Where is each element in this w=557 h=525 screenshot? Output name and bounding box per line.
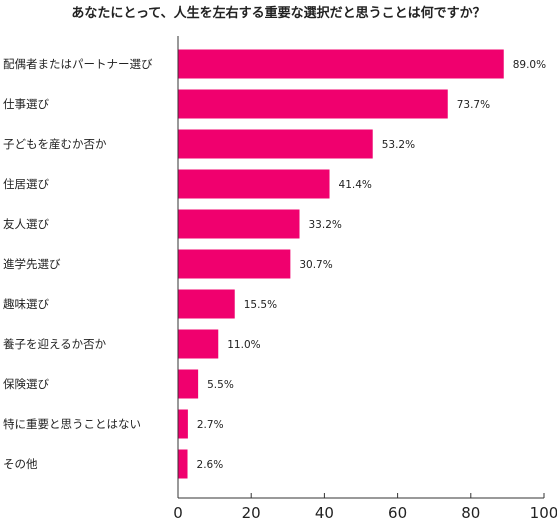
- category-label: 仕事選び: [3, 97, 49, 111]
- category-label: 養子を迎えるか否か: [3, 337, 107, 351]
- value-label: 2.7%: [197, 419, 224, 431]
- value-label: 15.5%: [244, 299, 277, 311]
- value-label: 89.0%: [513, 59, 546, 71]
- value-label: 53.2%: [382, 139, 415, 151]
- bar: [178, 129, 373, 159]
- value-label: 2.6%: [197, 459, 224, 471]
- chart-title: あなたにとって、人生を左右する重要な選択だと思うことは何ですか？: [71, 6, 486, 21]
- value-label: 5.5%: [207, 379, 234, 391]
- value-label: 11.0%: [227, 339, 260, 351]
- bar: [178, 169, 330, 199]
- category-label: 配偶者またはパートナー選び: [3, 57, 153, 71]
- bar: [178, 409, 188, 439]
- category-label: 特に重要と思うことはない: [3, 417, 141, 431]
- category-label: 進学先選び: [3, 257, 61, 271]
- x-tick-label: 0: [173, 504, 183, 522]
- bar: [178, 209, 300, 239]
- x-tick-label: 20: [242, 504, 261, 522]
- x-axis: 0 20 40 60 80 100: [173, 36, 557, 522]
- bar: [178, 449, 188, 479]
- bar: [178, 249, 291, 279]
- category-label: 保険選び: [3, 377, 49, 391]
- x-tick-label: 80: [461, 504, 480, 522]
- bar: [178, 49, 504, 79]
- value-label: 33.2%: [309, 219, 342, 231]
- value-label: 73.7%: [457, 99, 490, 111]
- bars-group: [178, 49, 504, 479]
- value-label: 30.7%: [299, 259, 332, 271]
- value-labels-group: 89.0% 73.7% 53.2% 41.4% 33.2% 30.7% 15.5% 11.0%…: [197, 59, 547, 471]
- category-label: 住居選び: [3, 177, 49, 191]
- category-labels-group: 配偶者またはパートナー選び仕事選び子どもを産むか否か住居選び友人選び進学先選び趣…: [3, 57, 153, 471]
- bar: [178, 289, 235, 319]
- category-label: その他: [3, 457, 38, 471]
- bar: [178, 89, 448, 119]
- x-tick-label: 40: [315, 504, 334, 522]
- category-label: 友人選び: [3, 217, 49, 231]
- category-label: 子どもを産むか否か: [3, 137, 107, 151]
- bar: [178, 329, 219, 359]
- x-tick-label: 60: [388, 504, 407, 522]
- bar: [178, 369, 199, 399]
- category-label: 趣味選び: [3, 297, 49, 311]
- value-label: 41.4%: [339, 179, 372, 191]
- x-tick-label: 100: [530, 504, 557, 522]
